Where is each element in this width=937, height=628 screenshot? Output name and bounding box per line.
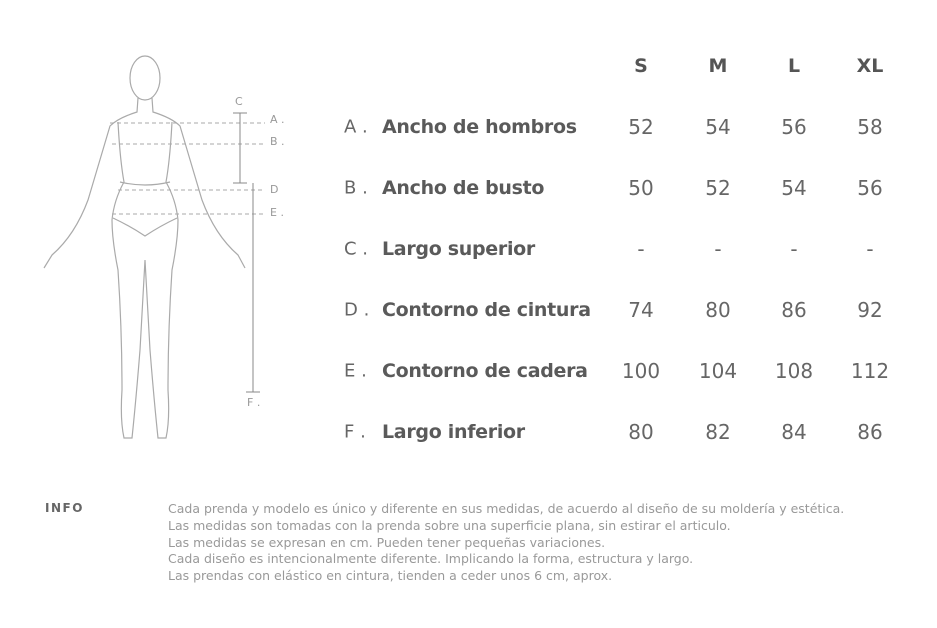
- figure: C A . B . D E . F .: [43, 55, 285, 439]
- row-name: Contorno de cadera: [382, 360, 588, 382]
- size-value: 100: [621, 359, 661, 383]
- size-value: 82: [705, 420, 731, 444]
- row-letter: A .: [344, 116, 368, 138]
- size-value: -: [866, 237, 874, 261]
- size-value: 56: [781, 115, 807, 139]
- size-value: 112: [850, 359, 890, 383]
- size-value: 104: [698, 359, 738, 383]
- size-header: XL: [856, 55, 884, 77]
- figure-label: C: [235, 95, 243, 108]
- figure-label: B .: [270, 135, 285, 148]
- measure-lines: [110, 122, 265, 215]
- row-name: Contorno de cintura: [382, 299, 591, 321]
- size-value: -: [637, 237, 645, 261]
- figure-label: A .: [270, 113, 285, 126]
- size-value: 74: [628, 298, 654, 322]
- size-header: L: [787, 55, 801, 77]
- size-value: 50: [628, 176, 654, 200]
- size-value: 80: [705, 298, 731, 322]
- size-value: 86: [857, 420, 883, 444]
- size-value: 52: [628, 115, 654, 139]
- size-value: -: [790, 237, 798, 261]
- row-letter: F .: [344, 421, 366, 443]
- size-value: 86: [781, 298, 807, 322]
- size-value: 80: [628, 420, 654, 444]
- size-value: 56: [857, 176, 883, 200]
- row-letter: B .: [344, 177, 368, 199]
- size-value: 54: [781, 176, 807, 200]
- size-value: 108: [774, 359, 814, 383]
- figure-label: E .: [270, 206, 284, 219]
- size-value: 58: [857, 115, 883, 139]
- info-line: Cada prenda y modelo es único y diferent…: [168, 501, 845, 516]
- info-line: Las prendas con elástico en cintura, tie…: [168, 568, 613, 584]
- size-header: S: [634, 55, 648, 77]
- row-letter: E .: [344, 360, 367, 382]
- size-value: -: [714, 237, 722, 261]
- info-line: Las medidas se expresan en cm. Pueden te…: [168, 534, 606, 550]
- size-value: 54: [705, 115, 731, 139]
- figure-label: D: [270, 183, 278, 196]
- row-name: Largo superior: [382, 238, 535, 260]
- measure-rulers: [233, 112, 260, 393]
- row-name: Largo inferior: [382, 421, 525, 443]
- info-label: INFO: [45, 501, 84, 515]
- row-name: Ancho de hombros: [382, 116, 577, 138]
- info-line: Las medidas son tomadas con la prenda so…: [168, 517, 731, 533]
- size-value: 92: [857, 298, 883, 322]
- figure-label: F .: [247, 396, 260, 409]
- info-line: Cada diseño es intencionalmente diferent…: [168, 551, 694, 567]
- row-letter: C .: [344, 238, 369, 260]
- row-letter: D .: [344, 299, 370, 321]
- size-header: M: [708, 55, 728, 77]
- size-value: 84: [781, 420, 807, 444]
- row-name: Ancho de busto: [382, 177, 545, 199]
- size-value: 52: [705, 176, 731, 200]
- body-outline: [43, 55, 246, 439]
